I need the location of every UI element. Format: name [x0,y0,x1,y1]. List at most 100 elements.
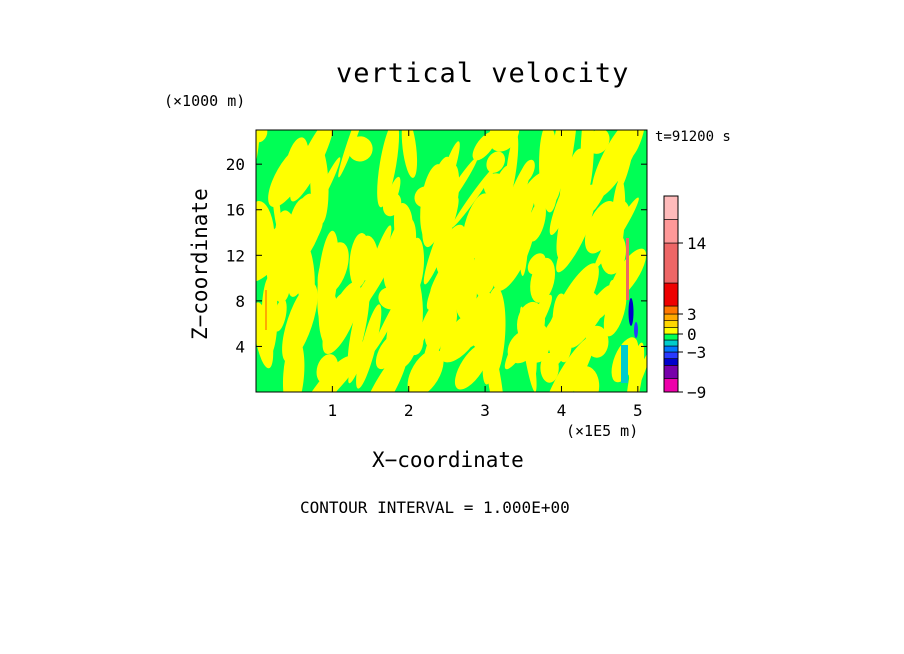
colorbar-tick-label: 0 [687,325,697,344]
updraft-patch [587,130,610,154]
updraft-patch [299,356,352,392]
updraft-patch [451,166,496,228]
colorbar-level [663,327,679,335]
updraft-patch [464,301,492,348]
updraft-patch [592,130,632,211]
time-label: t=91200 s [655,129,731,145]
colorbar-level [663,358,679,366]
updraft-patch [436,224,466,275]
updraft-patch [569,184,596,244]
updraft-patch [338,130,370,178]
colorbar-tick-label: 3 [687,305,697,324]
downdraft-core [628,298,634,326]
contour-interval-label: CONTOUR INTERVAL = 1.000E+00 [300,498,570,517]
updraft-patch [375,333,402,370]
y-tick-label: 20 [226,155,245,174]
colorbar-level [663,378,679,393]
updraft-patch [345,251,393,324]
updraft-patch [283,193,316,266]
positive-streak [265,290,267,330]
y-tick-label: 8 [235,292,245,311]
colorbar-level [663,282,679,307]
plot-frame [255,129,648,393]
updraft-patch [539,130,559,213]
updraft-patch [628,130,645,158]
colorbar-level [663,195,679,220]
colorbar-level [663,365,679,379]
x-tick-label: 2 [404,401,414,420]
y-tick-label: 4 [235,337,245,356]
x-tick-label: 3 [480,401,490,420]
updraft-patch [482,320,499,385]
x-unit-label: (×1E5 m) [566,422,639,440]
colorbar-tick-label: −9 [687,383,706,402]
updraft-patch [549,165,581,235]
updraft-patch [461,193,493,261]
colorbar-level [663,313,679,321]
updraft-patch [377,130,400,208]
x-tick-label: 1 [328,401,338,420]
x-axis: 1 2 3 4 5 [328,130,643,420]
colorbar-level [663,345,679,353]
updraft-patch [256,223,271,256]
updraft-patch [607,199,630,224]
updraft-patch [311,157,341,215]
colorbar-level [663,339,679,347]
colorbar: 14 30−3 −9 [663,195,706,402]
z-unit-label: (×1000 m) [164,92,246,110]
updraft-patch [401,130,418,178]
updraft-patch [585,325,609,358]
colorbar-level [663,333,679,341]
updraft-patch [281,355,296,392]
updraft-patch [318,288,340,350]
negative-streak [621,345,628,383]
updraft-patch [407,349,444,392]
velocity-field [256,130,647,392]
updraft-patch [424,304,458,349]
updraft-patch [358,235,379,283]
updraft-patch [268,144,311,208]
updraft-patch [493,211,536,291]
updraft-patch [520,171,549,204]
colorbar-level [663,219,679,244]
colorbar-frame [663,195,679,393]
updraft-patch [573,366,600,392]
updraft-patch [542,336,595,392]
x-axis-label: X−coordinate [372,448,524,472]
updraft-patch [395,260,423,347]
updraft-patch [273,298,287,332]
y-axis: 4 8 12 16 20 [226,155,647,356]
colorbar-level [663,305,679,315]
updraft-patch [520,159,535,183]
x-tick-label: 4 [557,401,567,420]
updraft-patch [600,232,626,275]
updraft-patch [292,221,323,268]
chart-title: vertical velocity [336,58,630,89]
colorbar-tick-label: 14 [687,234,706,253]
updraft-patch [504,294,552,370]
colorbar-level [663,351,679,359]
updraft-patch [386,176,401,211]
colorbar-tick-label: −3 [687,343,706,362]
updraft-patch [317,242,349,295]
updraft-patch [626,342,645,392]
positive-streak [626,238,629,300]
updraft-patch [256,130,268,143]
updraft-patch [359,349,408,392]
updraft-patch [608,279,619,315]
updraft-patch [547,263,599,348]
y-tick-label: 16 [226,201,245,220]
updraft-patch [348,340,367,384]
updraft-patch [454,343,490,390]
colorbar-level [663,320,679,328]
updraft-patch [486,151,505,173]
colorbar-level [663,242,679,284]
x-tick-label: 5 [633,401,643,420]
updraft-patch [482,165,514,253]
updraft-patch [527,253,546,275]
updraft-patch [451,243,478,322]
updraft-patch [420,164,449,244]
updraft-patch [426,251,458,310]
y-tick-label: 12 [226,246,245,265]
